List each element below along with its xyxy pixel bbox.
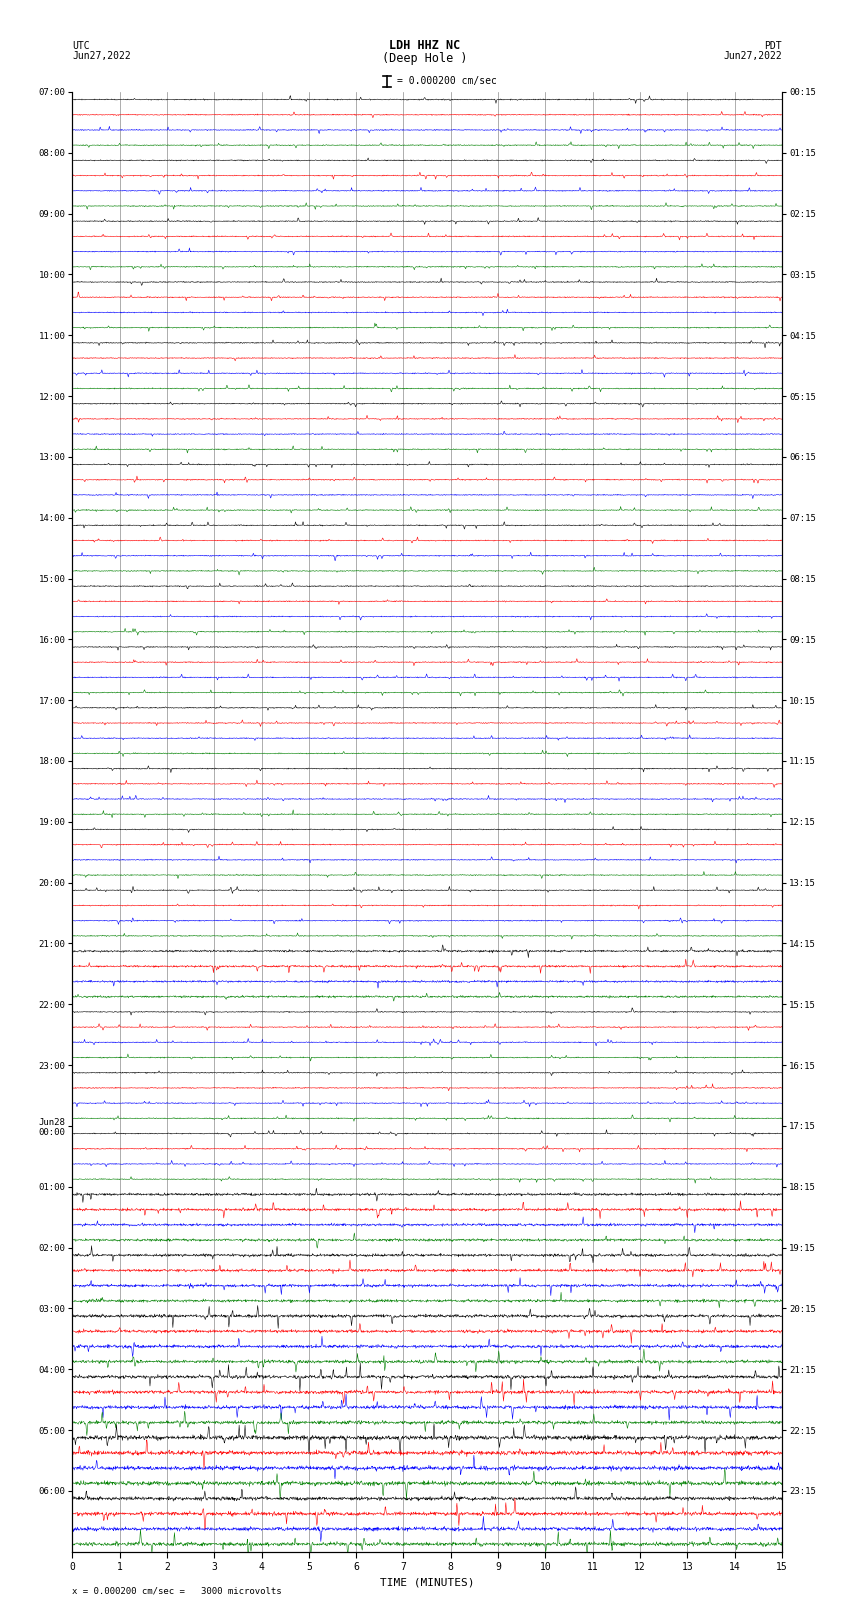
Text: (Deep Hole ): (Deep Hole )	[382, 52, 468, 65]
Text: UTC: UTC	[72, 40, 90, 50]
X-axis label: TIME (MINUTES): TIME (MINUTES)	[380, 1578, 474, 1587]
Text: x = 0.000200 cm/sec =   3000 microvolts: x = 0.000200 cm/sec = 3000 microvolts	[72, 1586, 282, 1595]
Text: = 0.000200 cm/sec: = 0.000200 cm/sec	[397, 76, 496, 85]
Text: PDT: PDT	[764, 40, 782, 50]
Text: Jun27,2022: Jun27,2022	[72, 52, 131, 61]
Text: LDH HHZ NC: LDH HHZ NC	[389, 39, 461, 52]
Text: Jun27,2022: Jun27,2022	[723, 52, 782, 61]
